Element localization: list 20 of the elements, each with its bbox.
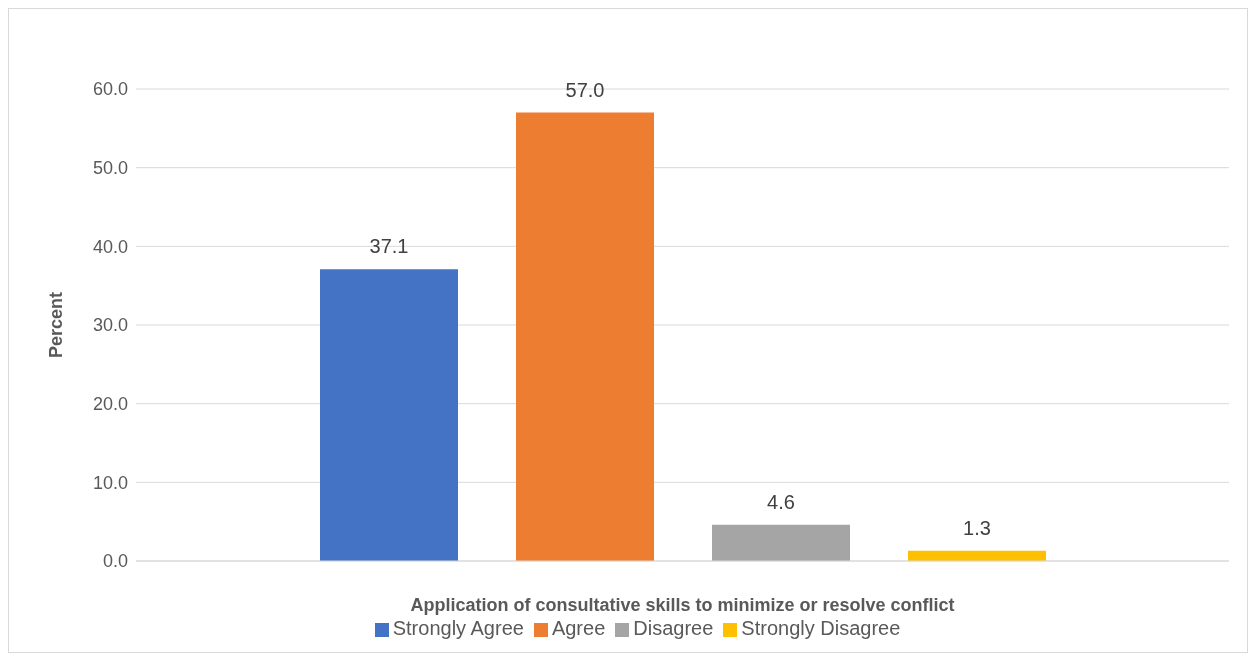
y-tick-label: 10.0 <box>92 472 128 493</box>
bar <box>320 269 458 561</box>
y-tick-label: 40.0 <box>92 236 128 257</box>
y-tick-label: 30.0 <box>92 315 128 336</box>
bar <box>516 112 654 561</box>
y-tick-label: 50.0 <box>92 158 128 179</box>
data-label: 4.6 <box>767 490 795 513</box>
data-label: 1.3 <box>963 516 991 539</box>
legend-label: Strongly Agree <box>392 617 524 639</box>
x-axis-title: Application of consultative skills to minimize or resolve conflict <box>410 595 955 615</box>
legend-label: Strongly Disagree <box>741 617 901 639</box>
data-label: 37.1 <box>369 235 409 258</box>
y-tick-label: 0.0 <box>102 551 128 572</box>
bar <box>712 524 850 561</box>
legend-label: Agree <box>551 617 606 639</box>
data-label: 57.0 <box>565 78 605 101</box>
y-axis-title: Percent <box>46 291 67 359</box>
y-tick-label: 20.0 <box>92 394 128 415</box>
legend-label: Disagree <box>633 617 714 639</box>
y-tick-label: 60.0 <box>92 79 128 100</box>
